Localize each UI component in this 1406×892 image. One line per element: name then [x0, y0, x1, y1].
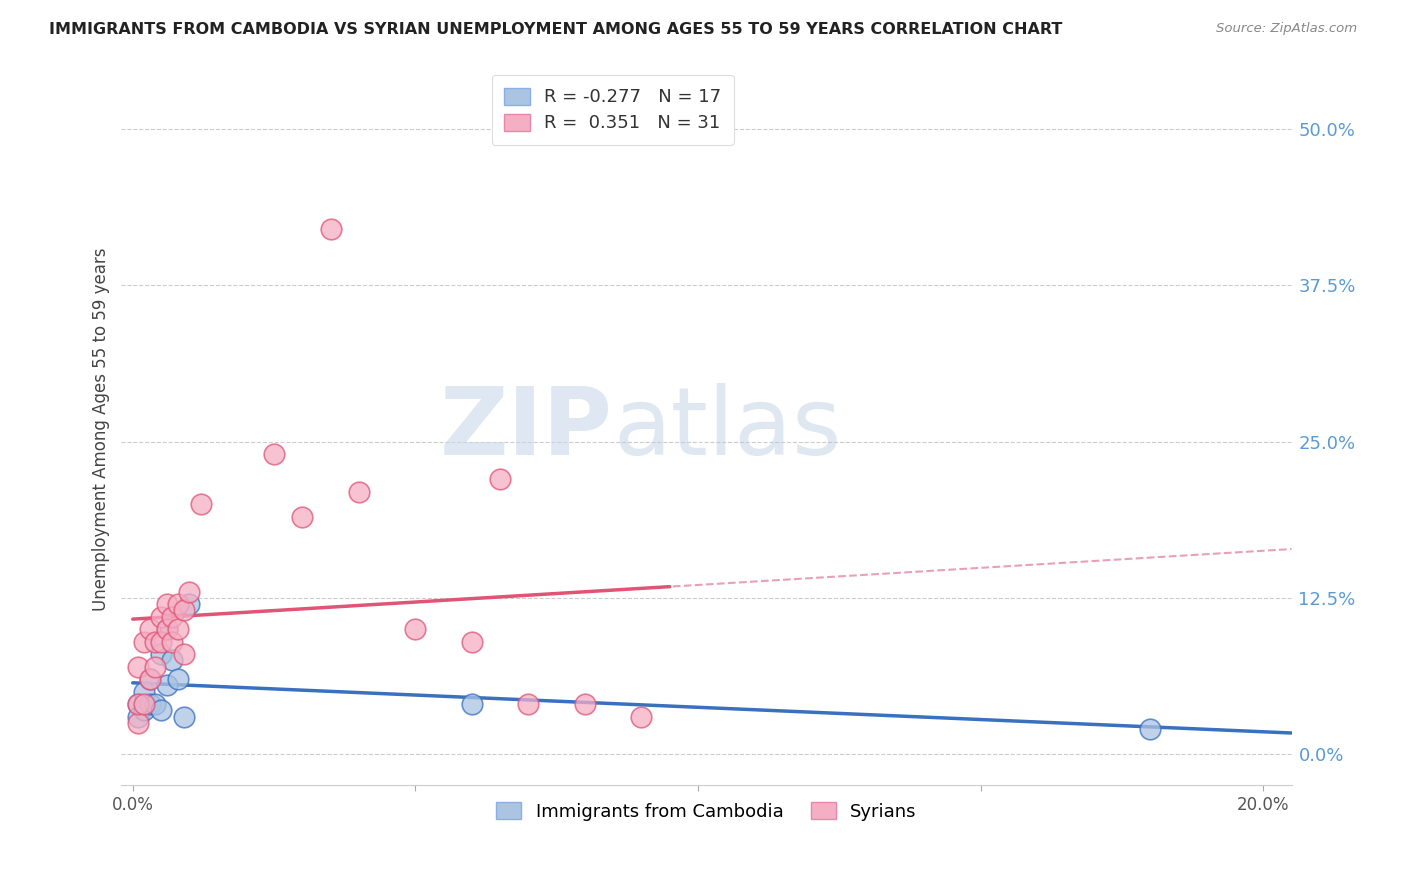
Point — [179, 584, 201, 599]
Point — [150, 609, 173, 624]
Point — [127, 697, 149, 711]
Text: Source: ZipAtlas.com: Source: ZipAtlas.com — [1216, 22, 1357, 36]
Point — [167, 622, 190, 636]
Point — [156, 597, 179, 611]
Point — [150, 703, 173, 717]
Legend: Immigrants from Cambodia, Syrians: Immigrants from Cambodia, Syrians — [486, 793, 927, 830]
Point — [489, 472, 512, 486]
Point — [461, 634, 484, 648]
Point — [132, 703, 155, 717]
Point — [132, 697, 155, 711]
Point — [162, 609, 184, 624]
Point — [132, 634, 155, 648]
Point — [167, 597, 190, 611]
Point — [263, 447, 285, 461]
Point — [162, 634, 184, 648]
Text: IMMIGRANTS FROM CAMBODIA VS SYRIAN UNEMPLOYMENT AMONG AGES 55 TO 59 YEARS CORREL: IMMIGRANTS FROM CAMBODIA VS SYRIAN UNEMP… — [49, 22, 1063, 37]
Point — [291, 509, 314, 524]
Point — [517, 697, 540, 711]
Point — [190, 497, 212, 511]
Point — [138, 672, 160, 686]
Point — [143, 697, 166, 711]
Point — [173, 647, 195, 661]
Point — [319, 222, 342, 236]
Y-axis label: Unemployment Among Ages 55 to 59 years: Unemployment Among Ages 55 to 59 years — [93, 247, 110, 611]
Point — [150, 634, 173, 648]
Point — [404, 622, 426, 636]
Point — [132, 684, 155, 698]
Point — [156, 622, 179, 636]
Point — [173, 709, 195, 723]
Point — [127, 709, 149, 723]
Point — [138, 697, 160, 711]
Point — [574, 697, 596, 711]
Text: ZIP: ZIP — [440, 384, 613, 475]
Point — [461, 697, 484, 711]
Text: atlas: atlas — [613, 384, 841, 475]
Point — [150, 647, 173, 661]
Point — [127, 715, 149, 730]
Point — [127, 697, 149, 711]
Point — [1139, 722, 1161, 736]
Point — [138, 672, 160, 686]
Point — [138, 622, 160, 636]
Point — [162, 653, 184, 667]
Point — [127, 659, 149, 673]
Point — [630, 709, 652, 723]
Point — [347, 484, 370, 499]
Point — [143, 659, 166, 673]
Point — [173, 603, 195, 617]
Point — [156, 678, 179, 692]
Point — [167, 672, 190, 686]
Point — [143, 634, 166, 648]
Point — [179, 597, 201, 611]
Point — [156, 622, 179, 636]
